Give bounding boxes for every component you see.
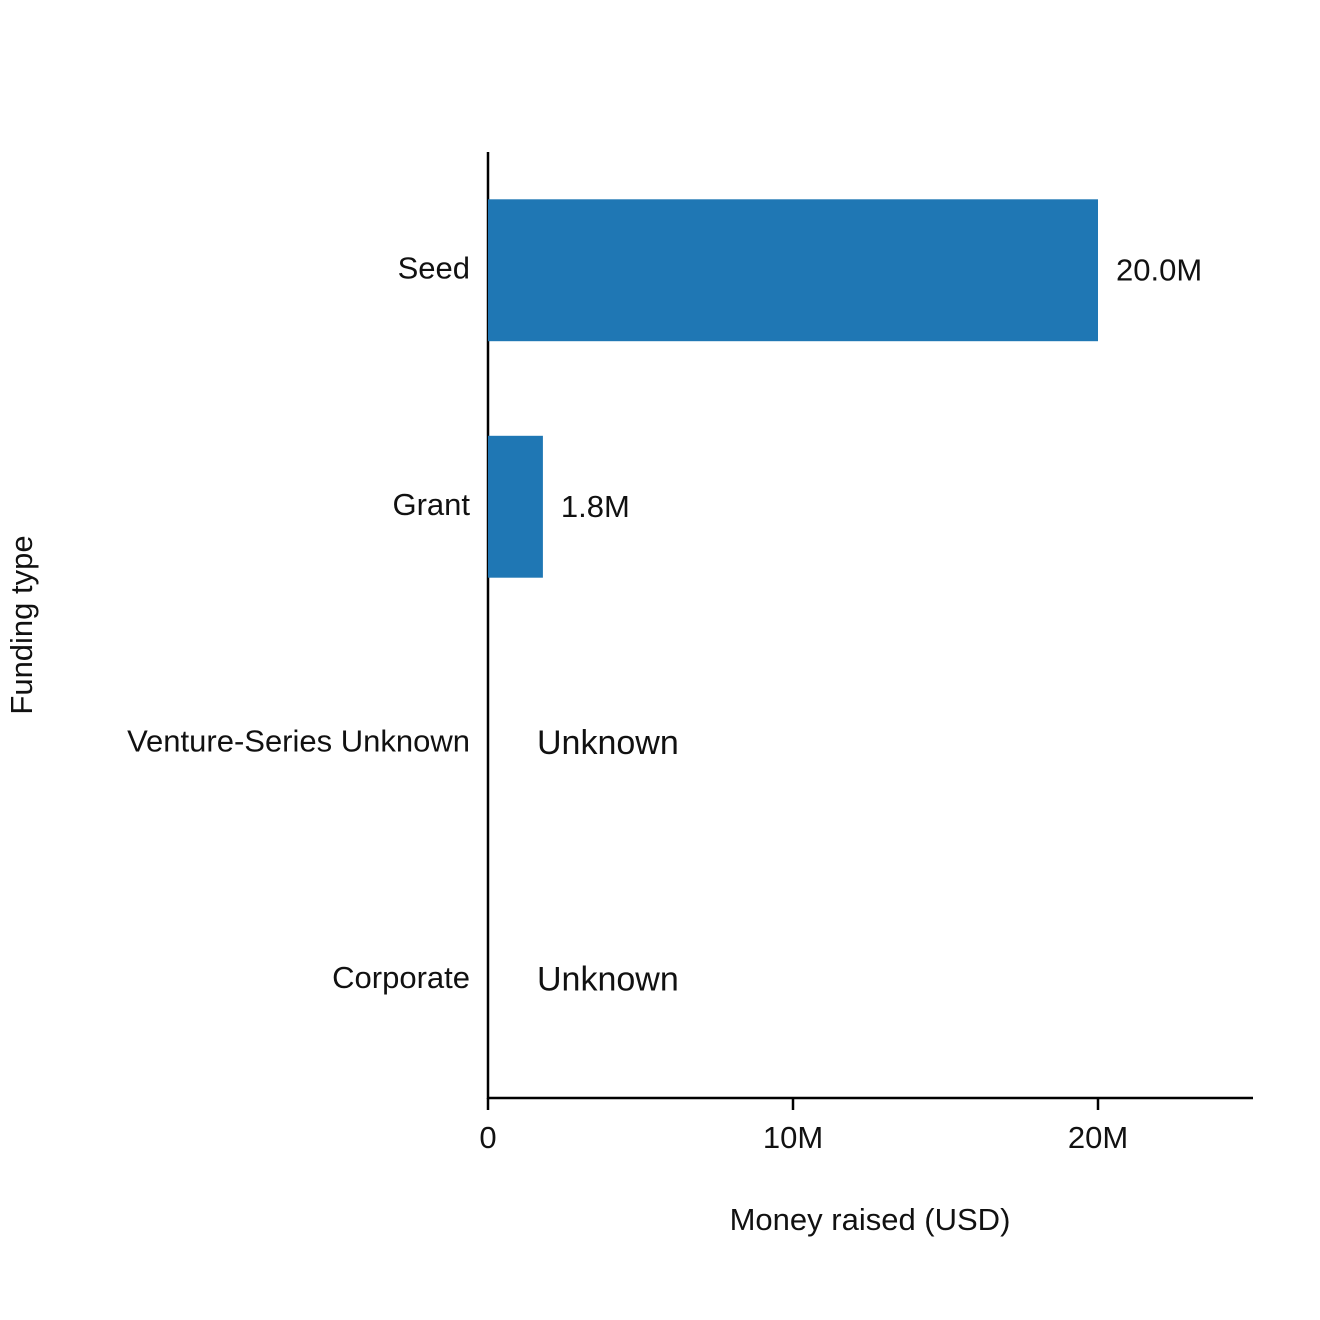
y-tick-label: Seed	[398, 250, 470, 285]
value-label: Unknown	[537, 961, 679, 999]
value-label: 1.8M	[561, 489, 630, 524]
y-tick-label: Grant	[392, 487, 470, 522]
x-tick-label: 20M	[1068, 1120, 1128, 1155]
x-axis-title: Money raised (USD)	[730, 1202, 1011, 1237]
value-label: 20.0M	[1116, 252, 1202, 287]
x-tick-label: 10M	[763, 1120, 823, 1155]
y-tick-label: Corporate	[332, 960, 470, 995]
bar	[488, 199, 1098, 342]
bar	[488, 435, 543, 578]
value-label: Unknown	[537, 724, 679, 762]
x-tick-label: 0	[479, 1120, 496, 1155]
y-axis-title: Funding type	[4, 535, 39, 714]
y-tick-label: Venture-Series Unknown	[127, 723, 470, 758]
